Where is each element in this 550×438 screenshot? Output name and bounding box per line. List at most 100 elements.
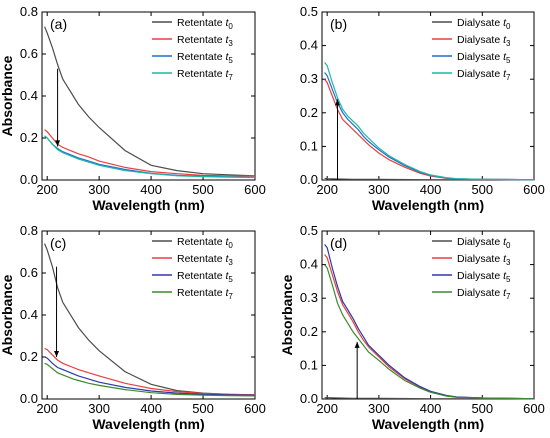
- y-tick-label: 0.8: [20, 223, 38, 238]
- legend-entry: Dialysate t0: [457, 236, 511, 250]
- legend-name: Retentate: [177, 236, 225, 248]
- x-tick-label: 200: [36, 182, 58, 197]
- x-axis-title: Wavelength (nm): [92, 197, 204, 213]
- legend-var: t: [503, 253, 507, 265]
- legend-name: Dialysate: [457, 236, 503, 248]
- legend-entry: Dialysate t3: [457, 34, 511, 48]
- legend-entry: Dialysate t0: [457, 17, 511, 31]
- panel-label: (a): [50, 16, 67, 32]
- y-tick-label: 0.0: [300, 391, 318, 406]
- series-line-0: [44, 26, 256, 177]
- trend-arrowhead: [335, 99, 341, 106]
- legend-var: t: [225, 51, 229, 63]
- x-axis-title: Wavelength (nm): [372, 197, 484, 213]
- y-tick-label: 0.4: [300, 257, 318, 272]
- legend-var: t: [225, 17, 229, 29]
- legend-var: t: [503, 17, 507, 29]
- y-tick-label: 0.8: [20, 4, 38, 19]
- y-tick-label: 0.0: [20, 391, 38, 406]
- legend-entry: Retentate t3: [177, 34, 233, 48]
- legend-name: Dialysate: [457, 51, 503, 63]
- legend-subscript: 7: [506, 292, 511, 301]
- panel-label: (d): [330, 235, 347, 251]
- panel-d: 200 300 400 500 600 0.0 0.1 0.2 0.3 0.4 0.5 Wavelen…: [279, 223, 545, 432]
- legend-entry: Retentate t0: [177, 17, 233, 31]
- legend-entry: Retentate t0: [177, 236, 233, 250]
- legend-var: t: [225, 68, 229, 80]
- x-tick-label: 400: [140, 182, 162, 197]
- series-line-1: [324, 78, 535, 181]
- y-tick-label: 0.2: [300, 324, 318, 339]
- y-axis-title: Absorbance: [0, 55, 15, 136]
- x-tick-label: 300: [88, 401, 110, 416]
- legend-subscript: 0: [228, 22, 233, 31]
- legend-var: t: [503, 270, 507, 282]
- legend-entry: Retentate t7: [177, 68, 233, 82]
- y-axis-title: Absorbance: [279, 274, 295, 355]
- x-tick-label: 600: [244, 401, 266, 416]
- y-tick-label: 0.2: [20, 130, 38, 145]
- series-line-1: [44, 348, 256, 396]
- legend-subscript: 3: [506, 39, 511, 48]
- legend-name: Dialysate: [457, 253, 503, 265]
- y-tick-label: 0.5: [300, 4, 318, 19]
- legend-subscript: 0: [506, 22, 511, 31]
- x-tick-label: 300: [368, 401, 390, 416]
- y-tick-label: 0.6: [20, 265, 38, 280]
- trend-arrowhead: [55, 140, 61, 147]
- x-tick-label: 500: [471, 401, 493, 416]
- x-tick-label: 600: [244, 182, 266, 197]
- y-tick-label: 0.2: [20, 349, 38, 364]
- series-line-2: [44, 356, 256, 396]
- series-line-1: [44, 129, 256, 177]
- series-line-3: [44, 135, 256, 179]
- series-line-3: [44, 362, 256, 397]
- x-tick-label: 300: [88, 182, 110, 197]
- series-line-3: [324, 62, 535, 181]
- legend-entry: Retentate t7: [177, 287, 233, 301]
- y-tick-label: 0.4: [20, 88, 38, 103]
- x-tick-label: 200: [316, 182, 338, 197]
- x-tick-label: 500: [192, 182, 214, 197]
- legend-var: t: [225, 236, 229, 248]
- x-axis-title: Wavelength (nm): [372, 416, 484, 432]
- x-tick-label: 200: [36, 401, 58, 416]
- legend-subscript: 7: [506, 73, 511, 82]
- legend-var: t: [503, 51, 507, 63]
- panel-a: 200 300 400 500 600 0.0 0.2 0.4 0.6 0.8 Wavelength…: [0, 4, 266, 213]
- x-tick-label: 300: [368, 182, 390, 197]
- legend-name: Retentate: [177, 51, 225, 63]
- legend-entry: Dialysate t3: [457, 253, 511, 267]
- legend-name: Retentate: [177, 287, 225, 299]
- legend-name: Dialysate: [457, 17, 503, 29]
- legend-entry: Dialysate t5: [457, 51, 511, 65]
- legend-var: t: [225, 287, 229, 299]
- trend-arrowhead: [54, 351, 60, 357]
- legend-name: Retentate: [177, 17, 225, 29]
- legend-name: Retentate: [177, 270, 225, 282]
- y-tick-label: 0.0: [300, 172, 318, 187]
- trend-arrowhead: [354, 341, 360, 348]
- x-tick-label: 400: [140, 401, 162, 416]
- legend-name: Dialysate: [457, 270, 503, 282]
- x-axis-title: Wavelength (nm): [92, 416, 204, 432]
- legend-entry: Retentate t5: [177, 51, 233, 65]
- legend-name: Dialysate: [457, 34, 503, 46]
- legend-var: t: [225, 34, 229, 46]
- series-line-3: [324, 264, 535, 400]
- y-tick-label: 0.2: [300, 105, 318, 120]
- y-tick-label: 0.4: [20, 307, 38, 322]
- legend-subscript: 7: [228, 292, 233, 301]
- legend-subscript: 3: [228, 39, 233, 48]
- y-tick-label: 0.1: [300, 138, 318, 153]
- x-tick-label: 600: [523, 182, 545, 197]
- legend-var: t: [503, 287, 507, 299]
- panel-label: (c): [50, 235, 66, 251]
- panel-b: 200 300 400 500 600 0.0 0.1 0.2 0.3 0.4 0.5 Wavelen…: [300, 4, 545, 213]
- legend-subscript: 5: [506, 56, 511, 65]
- y-tick-label: 0.1: [300, 357, 318, 372]
- series-line-0: [44, 243, 256, 396]
- legend-var: t: [225, 253, 229, 265]
- y-tick-label: 0.3: [300, 71, 318, 86]
- y-tick-label: 0.0: [20, 172, 38, 187]
